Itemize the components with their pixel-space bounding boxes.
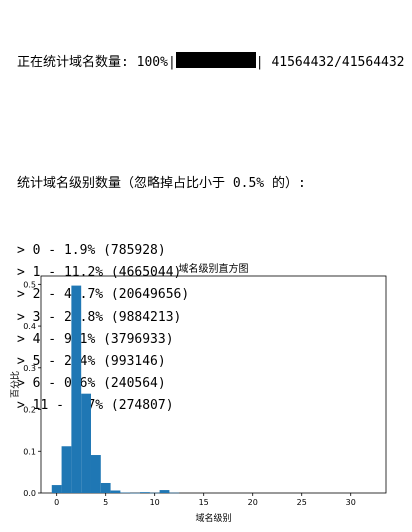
- progress-bar-fill: [175, 52, 256, 69]
- progress-bar: [175, 52, 256, 69]
- histogram-bar: [61, 446, 72, 493]
- level-summary-line: > 1 - 11.2% (4665044): [17, 265, 182, 281]
- histogram-bar: [51, 485, 62, 493]
- progress-prefix: 正在统计域名数量:: [17, 55, 137, 71]
- histogram-bar: [169, 492, 180, 494]
- histogram-bar: [110, 490, 121, 493]
- level-summary-line: > 0 - 1.9% (785928): [17, 243, 166, 259]
- progress-count: 41564432/41564432: [271, 55, 405, 71]
- x-tick-label: 5: [103, 498, 108, 507]
- y-tick-label: 0.1: [23, 447, 36, 456]
- chart-title: 域名级别直方图: [178, 264, 249, 275]
- x-tick-label: 25: [297, 498, 307, 507]
- histogram-bar: [90, 455, 101, 493]
- x-axis-label: 域名级别: [195, 512, 231, 524]
- y-axis-ticks: 0.0 0.1 0.2 0.3 0.4 0.5: [23, 280, 41, 498]
- progress-line: 正在统计域名数量: 100%| | 41564432/41564432: [17, 52, 412, 74]
- histogram-bar: [120, 492, 131, 494]
- x-tick-label: 0: [54, 498, 59, 507]
- histogram-bar: [71, 285, 82, 493]
- histogram-bar: [139, 492, 150, 493]
- x-axis-ticks: 0 5 10 15 20 25 30: [54, 493, 356, 507]
- histogram-bar: [81, 393, 91, 493]
- progress-percent: 100%: [136, 55, 168, 71]
- x-tick-label: 30: [346, 498, 356, 507]
- x-tick-label: 10: [150, 498, 160, 507]
- x-tick-label: 15: [199, 498, 209, 507]
- histogram-bars: [51, 285, 180, 494]
- y-axis-label: 百分比: [9, 371, 21, 398]
- histogram-bar: [149, 492, 160, 494]
- x-tick-label: 20: [248, 498, 258, 507]
- y-tick-label: 0.0: [23, 489, 36, 498]
- plot-frame: [40, 275, 387, 494]
- histogram-bar: [159, 490, 170, 493]
- y-tick-label: 0.5: [23, 280, 36, 289]
- y-tick-label: 0.3: [23, 364, 36, 373]
- histogram-bar: [100, 482, 111, 493]
- y-tick-label: 0.4: [23, 322, 36, 331]
- y-tick-label: 0.2: [23, 406, 36, 415]
- histogram-bar: [130, 492, 140, 494]
- level-summary-heading: 统计域名级别数量（忽略掉占比小于 0.5% 的）:: [17, 176, 306, 192]
